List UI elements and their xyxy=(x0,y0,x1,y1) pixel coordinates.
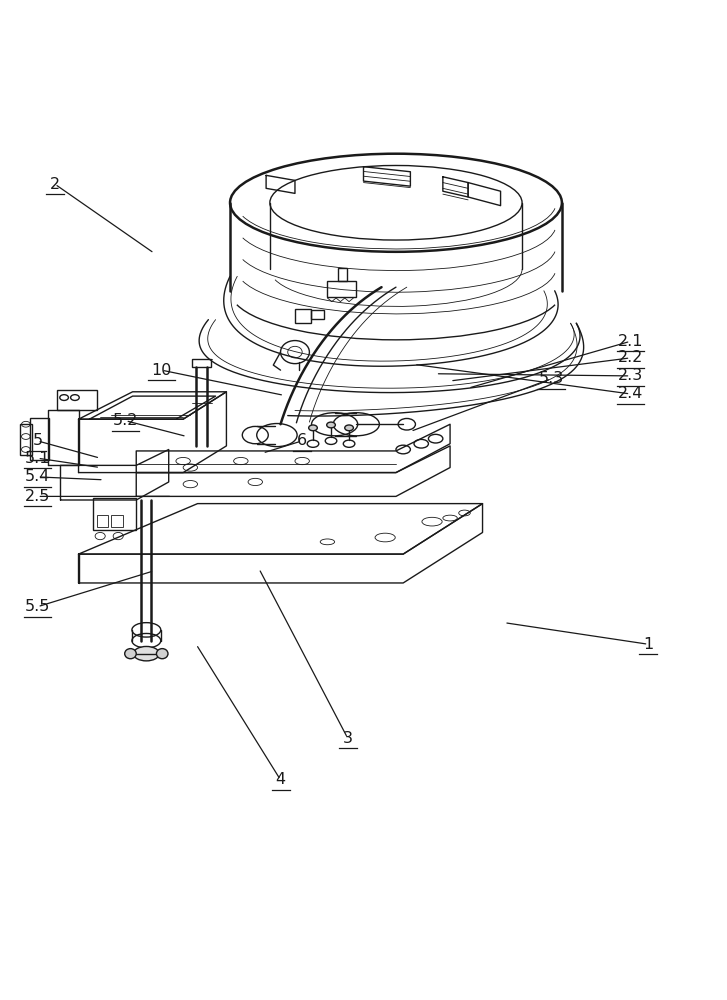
Text: 3: 3 xyxy=(342,731,353,746)
Bar xyxy=(311,310,324,319)
Text: 5: 5 xyxy=(32,433,42,448)
Ellipse shape xyxy=(133,646,159,661)
Text: 2: 2 xyxy=(49,177,60,192)
Text: 2.4: 2.4 xyxy=(618,386,643,401)
Ellipse shape xyxy=(125,649,136,659)
Ellipse shape xyxy=(345,425,353,431)
Text: 1: 1 xyxy=(643,637,654,652)
Text: 5.4: 5.4 xyxy=(25,469,50,484)
Bar xyxy=(192,359,212,367)
Bar xyxy=(31,418,49,460)
Text: 5.1: 5.1 xyxy=(25,451,50,466)
Text: 2.2: 2.2 xyxy=(618,350,643,365)
Text: 6: 6 xyxy=(297,433,308,448)
Ellipse shape xyxy=(309,425,317,431)
Bar xyxy=(97,515,108,527)
Ellipse shape xyxy=(156,649,168,659)
Bar xyxy=(20,424,32,455)
Text: 2.3: 2.3 xyxy=(618,368,643,383)
Bar xyxy=(111,515,123,527)
Bar xyxy=(57,390,97,410)
Text: 2.1: 2.1 xyxy=(618,334,643,349)
Text: 4: 4 xyxy=(276,772,286,787)
Bar xyxy=(338,268,347,281)
Text: 5.3: 5.3 xyxy=(539,371,563,386)
Bar xyxy=(327,281,356,297)
Text: 10: 10 xyxy=(151,363,172,378)
Text: 5.2: 5.2 xyxy=(113,413,138,428)
Bar xyxy=(295,309,311,323)
Ellipse shape xyxy=(326,422,335,428)
Bar xyxy=(93,498,136,530)
Text: 2.5: 2.5 xyxy=(25,489,50,504)
Text: 5.5: 5.5 xyxy=(25,599,50,614)
